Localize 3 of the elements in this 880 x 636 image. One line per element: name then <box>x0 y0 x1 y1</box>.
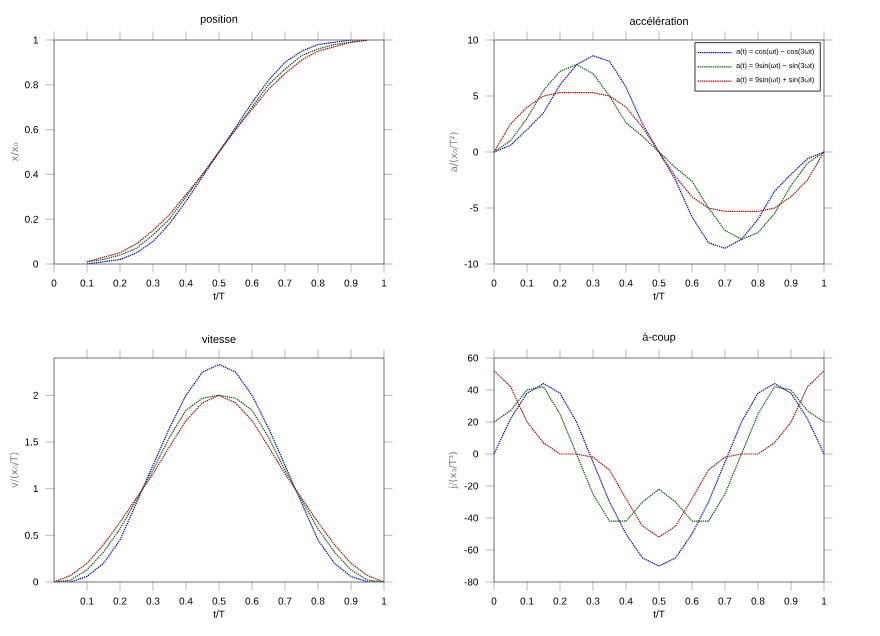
line-series <box>494 370 825 538</box>
line-series <box>494 386 825 522</box>
line-series <box>494 382 825 567</box>
